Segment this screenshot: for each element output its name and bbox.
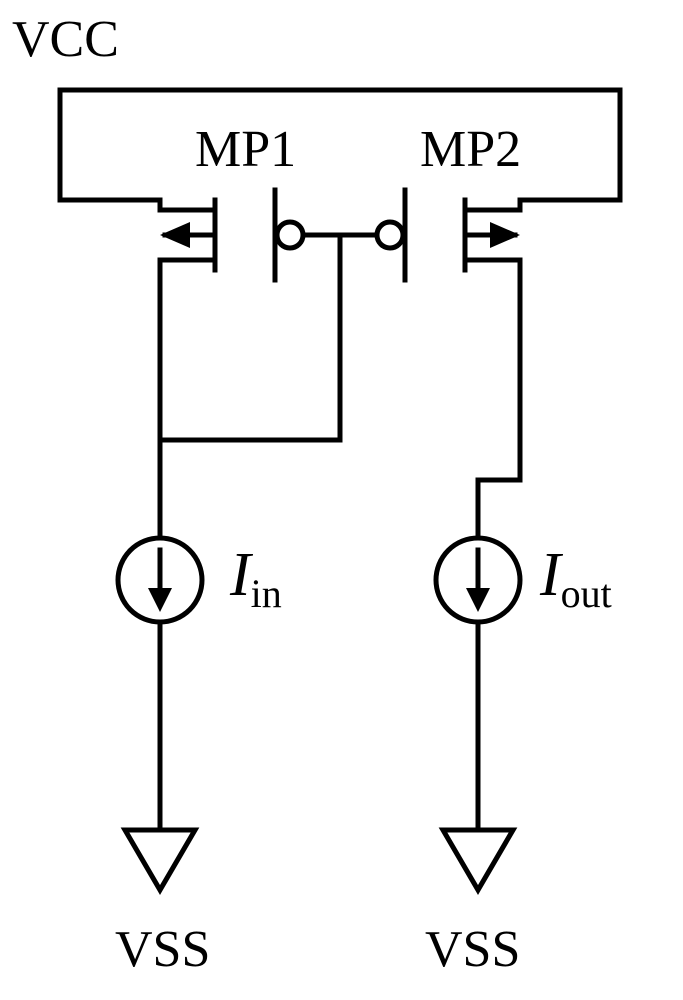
- label-iin: Iin: [230, 540, 282, 611]
- label-iout-symbol: I: [540, 541, 561, 609]
- label-vcc: VCC: [12, 10, 119, 69]
- mosfet-mp2: [377, 190, 520, 280]
- current-source-iout: [436, 538, 520, 622]
- label-iin-sub: in: [251, 571, 282, 616]
- label-vss-left: VSS: [115, 920, 210, 979]
- mosfet-mp1: [160, 190, 303, 280]
- label-mp1: MP1: [195, 120, 296, 179]
- ground-right: [443, 830, 513, 890]
- label-iout: Iout: [540, 540, 612, 611]
- current-source-iin: [118, 538, 202, 622]
- label-iin-symbol: I: [230, 541, 251, 609]
- circuit-svg: [0, 0, 683, 1000]
- label-mp2: MP2: [420, 120, 521, 179]
- circuit-canvas: VCC MP1 MP2 Iin Iout VSS VSS: [0, 0, 683, 1000]
- ground-left: [125, 830, 195, 890]
- label-iout-sub: out: [561, 571, 612, 616]
- label-vss-right: VSS: [425, 920, 520, 979]
